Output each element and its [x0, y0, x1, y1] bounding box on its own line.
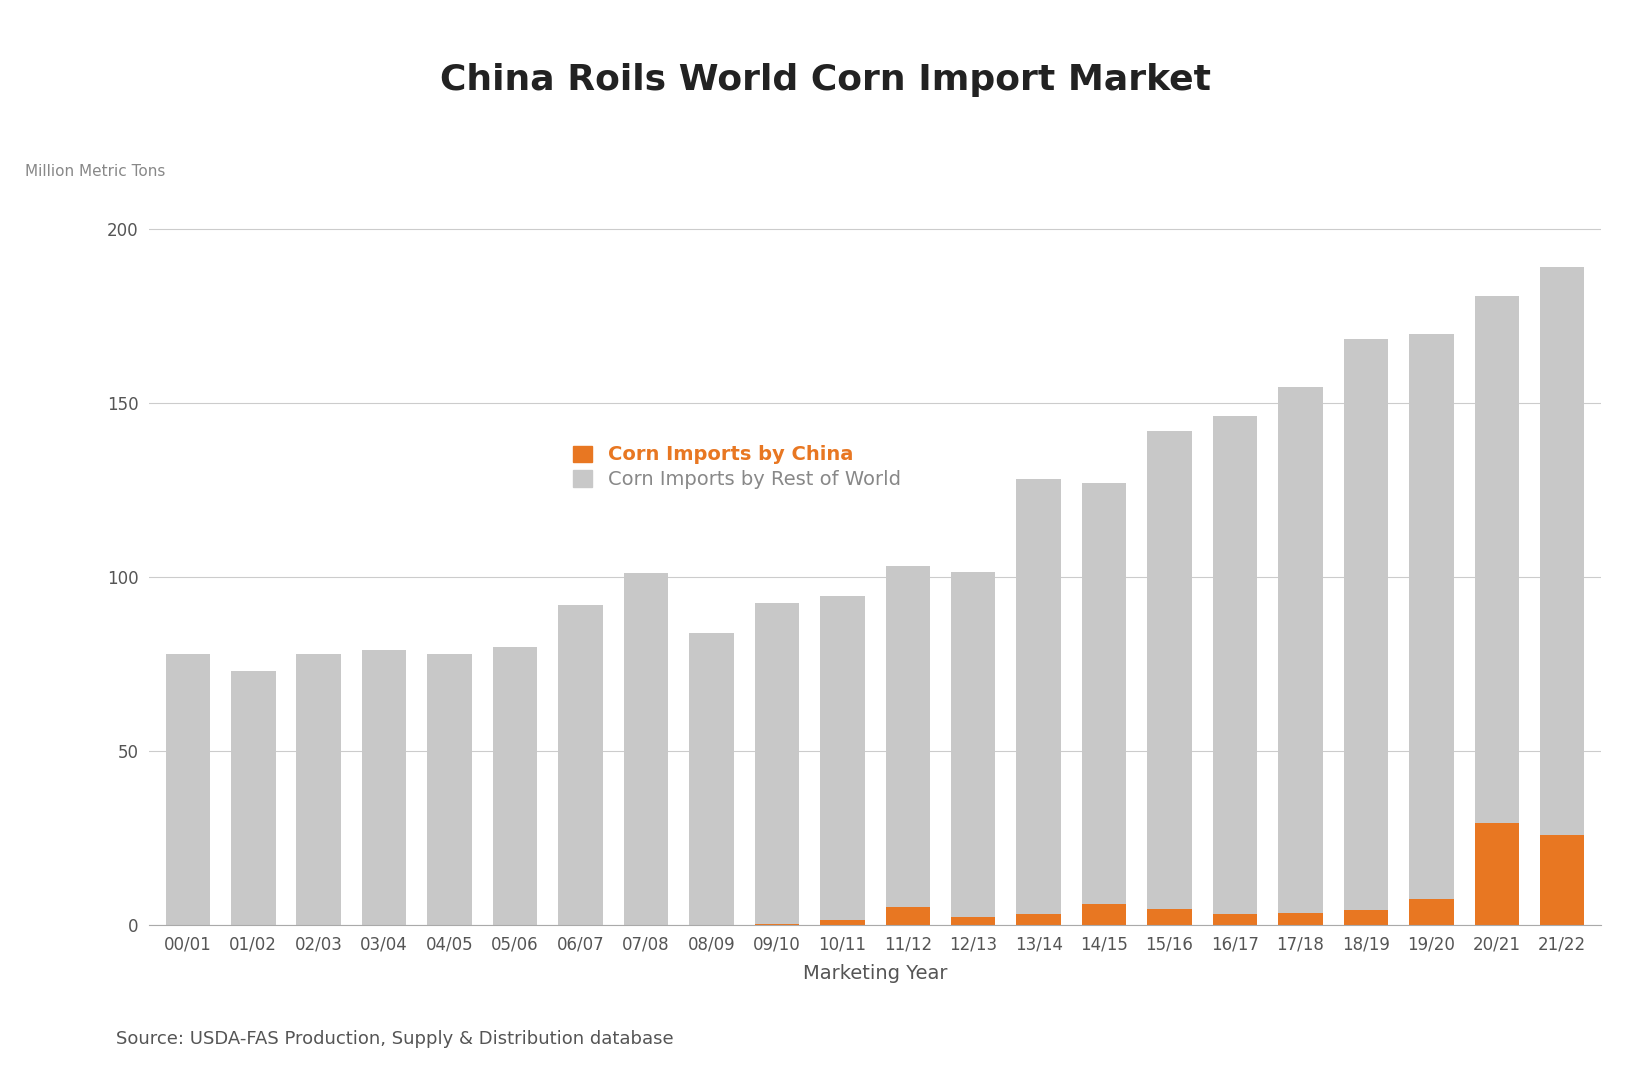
Bar — [165, 653, 210, 925]
Bar — [297, 653, 342, 925]
Bar — [1213, 416, 1256, 915]
X-axis label: Marketing Year: Marketing Year — [802, 964, 948, 983]
Bar — [755, 603, 799, 923]
Bar — [428, 653, 472, 925]
Bar — [821, 596, 865, 920]
Bar — [494, 647, 537, 925]
Bar — [1081, 905, 1126, 925]
Bar — [1408, 335, 1453, 898]
Bar — [1147, 431, 1192, 908]
Bar — [362, 650, 406, 925]
Bar — [1474, 822, 1519, 925]
Bar — [1081, 483, 1126, 905]
Bar — [951, 571, 996, 917]
Bar — [1213, 915, 1256, 925]
Bar — [1344, 339, 1388, 910]
Text: China Roils World Corn Import Market: China Roils World Corn Import Market — [441, 62, 1210, 97]
Bar — [231, 671, 276, 925]
Bar — [1278, 914, 1322, 925]
Bar — [1474, 297, 1519, 822]
Bar — [1344, 910, 1388, 925]
Bar — [1017, 479, 1062, 915]
Bar — [1540, 835, 1585, 925]
Bar — [755, 923, 799, 925]
Bar — [1147, 908, 1192, 925]
Bar — [1408, 898, 1453, 925]
Bar — [1017, 915, 1062, 925]
Bar — [885, 566, 930, 907]
Bar — [951, 917, 996, 925]
Bar — [624, 574, 669, 925]
Text: Source: USDA-FAS Production, Supply & Distribution database: Source: USDA-FAS Production, Supply & Di… — [116, 1030, 674, 1048]
Bar — [1278, 387, 1322, 914]
Bar — [821, 920, 865, 925]
Text: Million Metric Tons: Million Metric Tons — [25, 164, 165, 179]
Bar — [1540, 267, 1585, 835]
Bar — [558, 605, 603, 925]
Bar — [885, 907, 930, 925]
Bar — [688, 633, 733, 925]
Legend: Corn Imports by China, Corn Imports by Rest of World: Corn Imports by China, Corn Imports by R… — [565, 438, 908, 497]
